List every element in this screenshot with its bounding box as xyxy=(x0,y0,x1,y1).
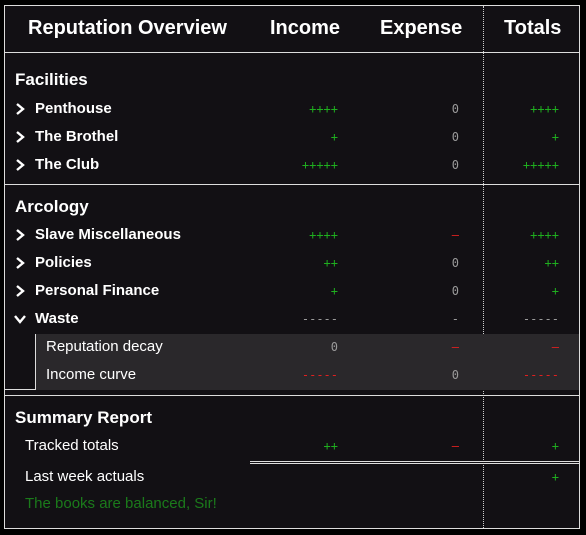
reputation-overview-panel: Reputation Overview Income Expense Total… xyxy=(4,5,580,529)
expense-value: - xyxy=(451,312,459,326)
header-row: Reputation Overview Income Expense Total… xyxy=(5,6,579,53)
totals-column-header: Totals xyxy=(504,17,562,39)
row-label: Reputation decay xyxy=(46,338,163,355)
summary-heading: Summary Report xyxy=(15,408,152,427)
chevron-right-icon[interactable] xyxy=(13,130,27,144)
expense-value: 0 xyxy=(451,256,459,270)
row-label[interactable]: The Club xyxy=(35,156,100,173)
total-value: – xyxy=(551,340,559,354)
income-value: ----- xyxy=(301,368,338,382)
row-tracked-totals: Tracked totals ++ – + xyxy=(5,433,579,461)
row-label[interactable]: Policies xyxy=(35,254,92,271)
expense-value: – xyxy=(451,228,459,242)
income-value: + xyxy=(330,130,338,144)
row-income-curve: Income curve ----- 0 ----- xyxy=(36,362,579,390)
income-value: ++++ xyxy=(309,228,338,242)
chevron-right-icon[interactable] xyxy=(13,256,27,270)
row-slave-miscellaneous[interactable]: Slave Miscellaneous ++++ – ++++ xyxy=(5,222,579,250)
expense-value: – xyxy=(451,340,459,354)
row-label[interactable]: The Brothel xyxy=(35,128,119,145)
income-value: ----- xyxy=(301,312,338,326)
row-label[interactable]: Personal Finance xyxy=(35,282,160,299)
income-value: + xyxy=(330,284,338,298)
row-label[interactable]: Penthouse xyxy=(35,100,112,117)
chevron-right-icon[interactable] xyxy=(13,284,27,298)
total-value: ++ xyxy=(544,256,559,270)
tree-branch-line xyxy=(5,334,36,390)
income-value: ++ xyxy=(323,439,338,453)
total-value: ++++ xyxy=(530,102,559,116)
chevron-right-icon[interactable] xyxy=(13,102,27,116)
page-title: Reputation Overview xyxy=(28,17,227,39)
section-divider xyxy=(5,395,579,396)
row-last-week-actuals: Last week actuals + xyxy=(5,464,579,492)
total-value: + xyxy=(551,130,559,144)
row-penthouse[interactable]: Penthouse ++++ 0 ++++ xyxy=(5,96,579,124)
row-reputation-decay: Reputation decay 0 – – xyxy=(36,334,579,362)
expense-value: 0 xyxy=(451,368,459,382)
expense-value: – xyxy=(451,439,459,453)
expense-column-header: Expense xyxy=(380,17,463,39)
total-value: + xyxy=(551,439,559,453)
chevron-right-icon[interactable] xyxy=(13,158,27,172)
section-divider xyxy=(5,184,579,185)
balance-message: The books are balanced, Sir! xyxy=(25,495,217,512)
total-value: +++++ xyxy=(522,158,559,172)
totals-double-underline xyxy=(250,463,579,464)
row-the-club[interactable]: The Club +++++ 0 +++++ xyxy=(5,152,579,180)
arcology-heading: Arcology xyxy=(15,197,89,216)
total-value: ----- xyxy=(522,368,559,382)
totals-underline xyxy=(250,461,579,462)
total-value: + xyxy=(551,470,559,484)
row-label: Tracked totals xyxy=(25,437,119,454)
expense-value: 0 xyxy=(451,130,459,144)
row-waste[interactable]: Waste ----- - ----- xyxy=(5,306,579,334)
row-the-brothel[interactable]: The Brothel + 0 + xyxy=(5,124,579,152)
totals-divider xyxy=(483,6,484,528)
total-value: ----- xyxy=(522,312,559,326)
row-label[interactable]: Waste xyxy=(35,310,79,327)
expense-value: 0 xyxy=(451,102,459,116)
chevron-right-icon[interactable] xyxy=(13,228,27,242)
total-value: ++++ xyxy=(530,228,559,242)
facilities-heading: Facilities xyxy=(15,70,88,89)
chevron-down-icon[interactable] xyxy=(13,312,27,326)
total-value: + xyxy=(551,284,559,298)
income-value: +++++ xyxy=(301,158,338,172)
row-policies[interactable]: Policies ++ 0 ++ xyxy=(5,250,579,278)
row-personal-finance[interactable]: Personal Finance + 0 + xyxy=(5,278,579,306)
row-label[interactable]: Slave Miscellaneous xyxy=(35,226,181,243)
row-label: Income curve xyxy=(46,366,137,383)
income-value: 0 xyxy=(330,340,338,354)
expense-value: 0 xyxy=(451,158,459,172)
income-column-header: Income xyxy=(270,17,341,39)
income-value: ++++ xyxy=(309,102,338,116)
income-value: ++ xyxy=(323,256,338,270)
expense-value: 0 xyxy=(451,284,459,298)
row-label: Last week actuals xyxy=(25,468,145,485)
